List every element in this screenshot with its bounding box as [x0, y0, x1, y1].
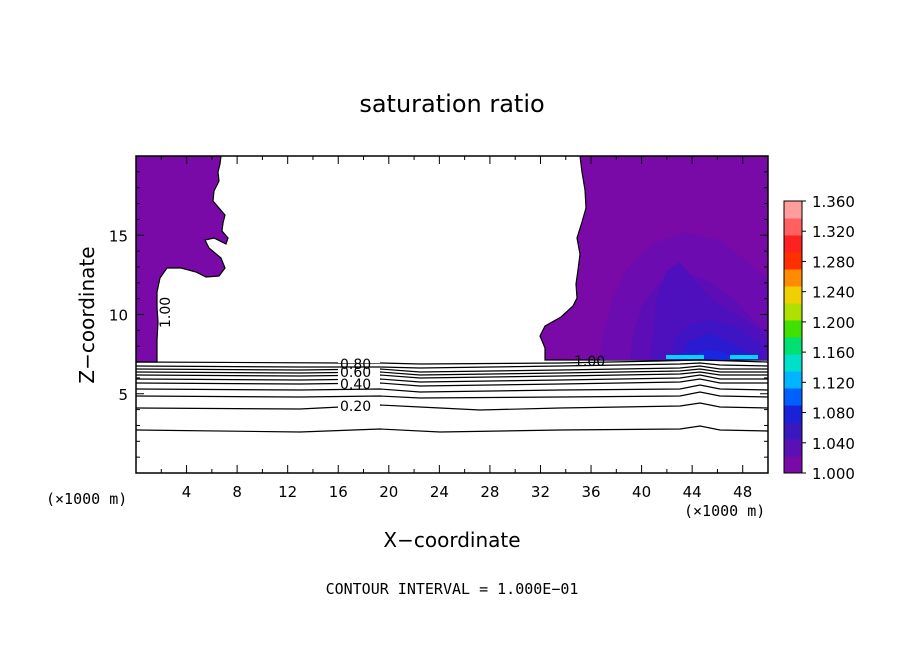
x-tick-label: 44 — [683, 483, 702, 501]
x-unit-left: (×1000 m) — [46, 490, 127, 508]
plot-area — [136, 156, 768, 433]
colorbar-ticks: 1.360 1.320 1.280 1.240 1.200 1.160 1.120 1.080… — [802, 193, 855, 483]
colorbar-segment — [784, 422, 802, 440]
x-axis-label: X−coordinate — [383, 528, 520, 552]
colorbar-segment — [784, 337, 802, 355]
x-tick-label: 20 — [379, 483, 398, 501]
colorbar-segment — [784, 286, 802, 304]
colorbar-segment — [784, 371, 802, 389]
colorbar-segment — [784, 354, 802, 372]
x-axis: 4 8 12 16 20 24 28 32 36 40 44 48 — [160, 156, 752, 501]
x-tick-label: 32 — [531, 483, 550, 501]
chart-title: saturation ratio — [359, 90, 544, 118]
contour-label: 0.40 — [340, 377, 371, 393]
colorbar-frame — [783, 200, 803, 474]
colorbar-tick-label: 1.320 — [812, 223, 855, 241]
colorbar-segment — [784, 388, 802, 406]
colorbar-tick-label: 1.360 — [812, 193, 855, 211]
colorbar-tick-label: 1.160 — [812, 344, 855, 362]
colorbar-tick-label: 1.000 — [812, 465, 855, 483]
y-tick-label: 15 — [109, 227, 128, 245]
colorbar-segment — [784, 269, 802, 287]
x-tick-label: 28 — [480, 483, 499, 501]
saturated-region-left — [136, 156, 229, 363]
contour-label: 0.60 — [340, 365, 371, 381]
y-tick-label: 10 — [109, 307, 128, 325]
cyan-patch-1 — [666, 355, 704, 359]
x-tick-label: 48 — [733, 483, 752, 501]
contour-interval-footer: CONTOUR INTERVAL = 1.000E−01 — [326, 580, 579, 598]
colorbar — [783, 200, 803, 474]
x-tick-label: 40 — [632, 483, 651, 501]
colorbar-tick-label: 1.280 — [812, 253, 855, 271]
y-axis-label: Z−coordinate — [75, 246, 99, 383]
contour-label: 0.80 — [340, 357, 371, 373]
colorbar-segment — [784, 320, 802, 338]
x-tick-label: 4 — [182, 483, 192, 501]
x-tick-label: 16 — [329, 483, 348, 501]
colorbar-tick-label: 1.200 — [812, 314, 855, 332]
colorbar-segment — [784, 201, 802, 219]
x-unit-right: (×1000 m) — [684, 502, 765, 520]
x-tick-label: 36 — [581, 483, 600, 501]
colorbar-segment — [784, 456, 802, 474]
contour-band-5 — [680, 333, 754, 360]
contour-label: 0.20 — [340, 399, 371, 415]
colorbar-tick-label: 1.240 — [812, 284, 855, 302]
contour-lines — [136, 359, 768, 433]
colorbar-tick-label: 1.120 — [812, 374, 855, 392]
cyan-patch-2 — [730, 355, 758, 359]
colorbar-segment — [784, 405, 802, 423]
colorbar-segment — [784, 252, 802, 270]
colorbar-tick-label: 1.040 — [812, 435, 855, 453]
x-tick-label: 8 — [232, 483, 242, 501]
colorbar-segment — [784, 439, 802, 457]
colorbar-segment — [784, 303, 802, 321]
contour-labels: 0.80 0.60 0.40 0.20 1.00 1.00 — [158, 297, 605, 415]
contour-label: 1.00 — [158, 297, 174, 328]
y-tick-label: 5 — [118, 386, 128, 404]
x-tick-label: 24 — [430, 483, 449, 501]
y-axis: 5 10 15 — [109, 171, 768, 458]
colorbar-tick-label: 1.080 — [812, 405, 855, 423]
x-tick-label: 12 — [278, 483, 297, 501]
contour-label: 1.00 — [574, 354, 605, 370]
colorbar-segment — [784, 235, 802, 253]
colorbar-segment — [784, 218, 802, 236]
